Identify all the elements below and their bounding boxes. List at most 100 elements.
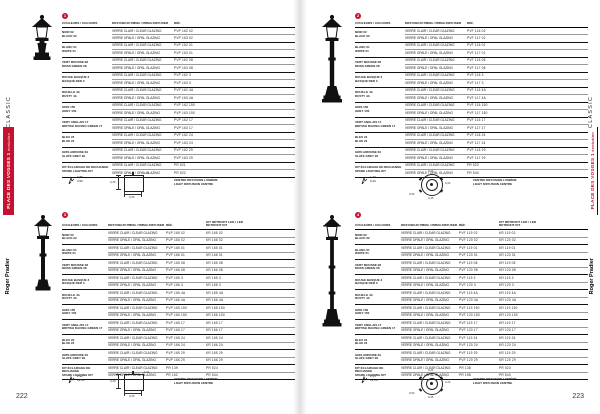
diffuser-cell: VERRE OPALE / OPAL GLAZING xyxy=(405,139,467,148)
ref-cell: PVP 165 24 xyxy=(166,334,206,343)
diffuser-cell: VERRE OPALE / OPAL GLAZING xyxy=(405,64,467,73)
diffuser-cell: VERRE CLAIR / CLEAR GLAZING xyxy=(112,117,174,126)
color-cell: KIT ÉCLAIRAGE DE RECHANGE SPARE LIGHTING … xyxy=(62,162,112,178)
retrofit-cell: PR 524 xyxy=(206,364,252,373)
diffuser-cell: VERRE OPALE / OPAL GLAZING xyxy=(108,357,166,366)
ref-cell: PVF 117 29 xyxy=(467,154,521,163)
ref-cell: PVP 163 17 xyxy=(174,124,228,133)
color-cell: GRIS ARDOISE 29 SLATE GREY 29 xyxy=(355,147,405,163)
color-cell: VERT MOUSSE 08 MOSS GREEN 08 xyxy=(355,57,405,73)
ref-cell: PVF 119 08 xyxy=(459,259,499,268)
diffuser-cell: VERRE CLAIR / CLEAR GLAZING xyxy=(108,364,166,373)
retrofit-cell: PR 544 xyxy=(206,372,252,381)
diffuser-cell: VERRE OPALE / OPAL GLAZING xyxy=(405,34,467,43)
color-cell: NOIR 02 BLACK 02 xyxy=(355,27,405,43)
diffuser-cell: VERRE OPALE / OPAL GLAZING xyxy=(108,252,166,261)
category-label: CLASSIC xyxy=(588,96,594,128)
ref-cell: PVP 162 29 xyxy=(174,147,228,156)
column-header: RÉF. xyxy=(174,21,228,28)
color-cell: NOIR 02 BLACK 02 xyxy=(62,229,108,246)
diffuser-cell: VERRE OPALE / OPAL GLAZING xyxy=(401,357,459,366)
ref-cell: PVP 165 29 xyxy=(166,349,206,358)
retrofit-cell: KR 119 3 xyxy=(499,274,545,283)
diffuser-cell: VERRE CLAIR / CLEAR GLAZING xyxy=(112,42,174,51)
color-cell: ROUILLE 4A RUSTY 4A xyxy=(62,87,112,103)
ref-cell: PVP 162 08 xyxy=(174,57,228,66)
retrofit-cell: KR 119 24 xyxy=(499,334,545,343)
color-cell: VERT MOUSSE 08 MOSS GREEN 08 xyxy=(62,57,112,73)
ref-cell: PR 158 xyxy=(459,372,499,381)
color-cell: VERT MOUSSE 08 MOSS GREEN 08 xyxy=(355,259,401,276)
ref-cell: PVF 117 150 xyxy=(467,109,521,118)
dim-right: 0,24 xyxy=(445,380,451,384)
diffuser-cell: VERRE CLAIR / CLEAR GLAZING xyxy=(112,72,174,81)
ref-cell: PVF 119 150 xyxy=(459,304,499,313)
diffuser-cell: VERRE CLAIR / CLEAR GLAZING xyxy=(112,132,174,141)
ref-cell: PVF 119 17 xyxy=(459,319,499,328)
color-cell: ROUGE BASQUE 3 BASQUE RED 3 xyxy=(355,72,405,88)
diffuser-cell: VERRE OPALE / OPAL GLAZING xyxy=(108,237,166,246)
color-cell: GRIS 150 GREY 150 xyxy=(62,102,112,118)
series-title: PLACE DES VOSGES 1 xyxy=(590,153,595,210)
colour-reference-table-bottom-left: 3 COULEURS / COLOURS DIFFUSEUR PMMA / PMM… xyxy=(62,212,295,381)
color-cell: ROUGE BASQUE 3 BASQUE RED 3 xyxy=(62,72,112,88)
diffuser-cell: VERRE OPALE / OPAL GLAZING xyxy=(112,154,174,163)
ref-cell: PVP 162 02 xyxy=(174,27,228,36)
diffuser-cell: VERRE CLAIR / CLEAR GLAZING xyxy=(401,319,459,328)
color-cell: BLANC 01 WHITE 01 xyxy=(355,42,405,58)
retrofit-cell: KR 166 17 xyxy=(206,327,252,336)
colour-reference-table-bottom-right: 4 COULEURS / COLOURS DIFFUSEUR PMMA / PMM… xyxy=(355,212,588,381)
caption-fr: CENTRE DIFFUSION LUMIÈRE xyxy=(174,178,218,182)
diffuser-cell: VERRE OPALE / OPAL GLAZING xyxy=(108,297,166,306)
diffuser-cell: VERRE OPALE / OPAL GLAZING xyxy=(112,49,174,58)
retrofit-cell: KR 120 3 xyxy=(499,282,545,291)
ref-cell: PVF 119 3 xyxy=(459,274,499,283)
retrofit-cell: KR 119 02 xyxy=(499,229,545,238)
ref-cell: PR 540 xyxy=(467,169,521,178)
ref-cell: PVP 165 4A xyxy=(166,289,206,298)
ref-cell: PR 520 xyxy=(467,162,521,171)
caption-fr: CENTRE DIFFUSION LUMIÈRE xyxy=(473,377,517,381)
diffuser-cell: VERRE OPALE / OPAL GLAZING xyxy=(401,252,459,261)
retrofit-cell: KR 120 29 xyxy=(499,357,545,366)
color-cell: GRIS 150 GREY 150 xyxy=(355,102,405,118)
diffuser-cell: VERRE CLAIR / CLEAR GLAZING xyxy=(112,102,174,111)
retrofit-cell: KR 119 08 xyxy=(499,259,545,268)
retrofit-cell: KR 166 150 xyxy=(206,312,252,321)
diffuser-cell: VERRE OPALE / OPAL GLAZING xyxy=(401,312,459,321)
color-cell: VERT ANGLAIS 17 BRITISH RACING GREEN 17 xyxy=(62,319,108,336)
ref-cell: PVF 120 02 xyxy=(459,237,499,246)
series-subtitle: évolution xyxy=(7,133,11,152)
color-cell: GRIS ARDOISE 29 SLATE GREY 29 xyxy=(62,349,108,366)
series-band: PLACE DES VOSGES 1 évolution xyxy=(3,127,14,215)
ref-cell: PVF 116 150 xyxy=(467,102,521,111)
column-header: RÉF. xyxy=(467,21,521,28)
diffuser-cell: VERRE CLAIR / CLEAR GLAZING xyxy=(112,57,174,66)
diffuser-cell: VERRE CLAIR / CLEAR GLAZING xyxy=(108,274,166,283)
height-value: 1,73 xyxy=(370,175,376,179)
retrofit-cell: KR 119 01 xyxy=(499,244,545,253)
diffuser-cell: VERRE OPALE / OPAL GLAZING xyxy=(112,94,174,103)
retrofit-cell: KR 120 01 xyxy=(499,252,545,261)
retrofit-cell: KR 120 4A xyxy=(499,297,545,306)
column-header: KIT RÉTROFIT LED / LED RETROFIT KIT xyxy=(499,220,545,231)
ref-cell: PVP 163 3 xyxy=(174,79,228,88)
diffuser-cell: VERRE OPALE / OPAL GLAZING xyxy=(112,139,174,148)
caption-en: LIGHT DIFFUSION CENTRE xyxy=(174,181,214,186)
ref-cell: PVF 119 01 xyxy=(459,244,499,253)
column-header: RÉF. xyxy=(459,220,499,231)
ref-cell: PVF 120 4A xyxy=(459,297,499,306)
diffuser-cell: VERRE CLAIR / CLEAR GLAZING xyxy=(401,349,459,358)
diffuser-cell: VERRE CLAIR / CLEAR GLAZING xyxy=(405,87,467,96)
color-cell: GRIS ARDOISE 29 SLATE GREY 29 xyxy=(355,349,401,366)
ref-cell: PVP 166 08 xyxy=(166,267,206,276)
color-cell: GRIS 150 GREY 150 xyxy=(62,304,108,321)
diffuser-cell: VERRE CLAIR / CLEAR GLAZING xyxy=(401,229,459,238)
diffuser-cell: VERRE OPALE / OPAL GLAZING xyxy=(405,79,467,88)
ref-cell: PVP 163 08 xyxy=(174,64,228,73)
diffuser-cell: VERRE CLAIR / CLEAR GLAZING xyxy=(108,259,166,268)
ref-cell: PVP 166 24 xyxy=(166,342,206,351)
lantern-front-diagram: 0,21 0,40 0,25 xyxy=(110,172,156,199)
diffuser-cell: VERRE CLAIR / CLEAR GLAZING xyxy=(401,274,459,283)
lantern-front-diagram: 0,21 0,40 0,25 xyxy=(110,371,156,398)
